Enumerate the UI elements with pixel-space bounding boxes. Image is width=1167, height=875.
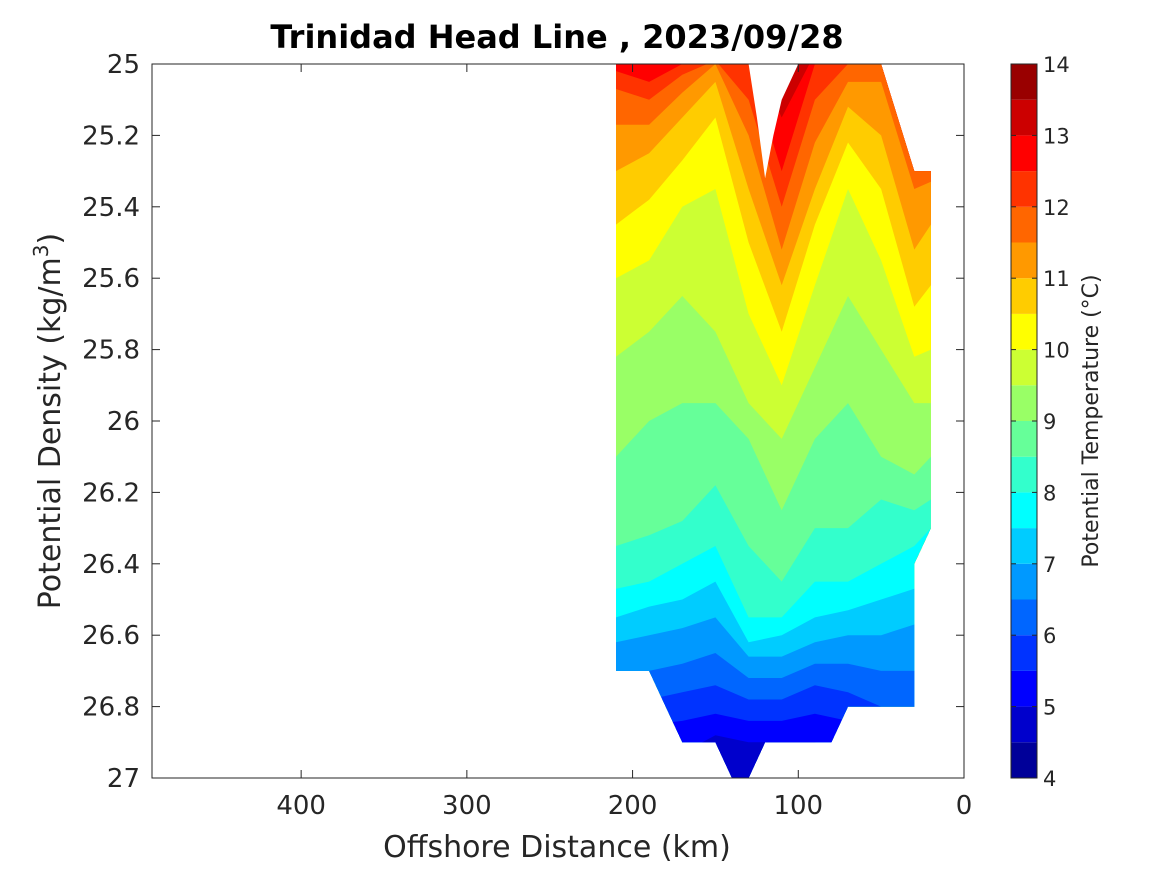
y-tick-label: 27 bbox=[107, 764, 140, 794]
colorbar-segment bbox=[1011, 99, 1037, 136]
y-tick-label: 26.4 bbox=[82, 550, 140, 580]
x-axis-ticks: 400 300 200 100 0 bbox=[276, 64, 972, 821]
colorbar-label: Potential Temperature (°C) bbox=[1079, 274, 1104, 567]
colorbar-segment bbox=[1011, 456, 1037, 493]
x-axis-label: Offshore Distance (km) bbox=[383, 830, 731, 865]
colorbar-tick-label: 9 bbox=[1043, 410, 1056, 434]
y-axis-label-main: Potential Density (kg/m bbox=[33, 257, 68, 609]
colorbar-segment bbox=[1011, 171, 1037, 207]
colorbar-segment bbox=[1011, 670, 1037, 707]
x-tick-label: 300 bbox=[442, 791, 492, 821]
colorbar-segment bbox=[1011, 242, 1037, 279]
colorbar: 4 5 6 7 8 9 10 11 12 13 14 bbox=[1010, 53, 1070, 791]
y-tick-label: 25.2 bbox=[82, 121, 140, 151]
y-axis-label: Potential Density (kg/m3) bbox=[29, 233, 68, 609]
colorbar-tick-label: 12 bbox=[1043, 196, 1070, 220]
colorbar-segment bbox=[1011, 563, 1037, 600]
colorbar-segment bbox=[1011, 135, 1037, 172]
colorbar-segment bbox=[1011, 206, 1037, 243]
colorbar-tick-label: 6 bbox=[1043, 624, 1056, 648]
colorbar-segment bbox=[1011, 706, 1037, 743]
y-tick-label: 25.8 bbox=[82, 336, 140, 366]
x-tick-label: 400 bbox=[276, 791, 326, 821]
colorbar-segment bbox=[1011, 385, 1037, 421]
colorbar-tick-label: 7 bbox=[1043, 553, 1056, 577]
y-tick-label: 25.6 bbox=[82, 264, 140, 294]
colorbar-segment bbox=[1011, 64, 1037, 100]
colorbar-segment bbox=[1011, 349, 1037, 386]
colorbar-segment bbox=[1011, 528, 1037, 564]
colorbar-segment bbox=[1011, 313, 1037, 350]
colorbar-segment bbox=[1011, 599, 1037, 636]
x-tick-label: 200 bbox=[608, 791, 658, 821]
y-tick-label: 26.8 bbox=[82, 693, 140, 723]
y-tick-label: 26.2 bbox=[82, 478, 140, 508]
no-data-mask bbox=[748, 64, 799, 179]
colorbar-tick-label: 4 bbox=[1043, 767, 1056, 791]
y-tick-label: 26 bbox=[107, 407, 140, 437]
colorbar-segment bbox=[1011, 421, 1037, 457]
colorbar-segment bbox=[1011, 635, 1037, 671]
colorbar-tick-label: 11 bbox=[1043, 267, 1070, 291]
colorbar-tick-label: 13 bbox=[1043, 124, 1070, 148]
y-tick-label: 25.4 bbox=[82, 193, 140, 223]
y-tick-label: 25 bbox=[107, 50, 140, 80]
y-axis-label-sup: 3 bbox=[29, 244, 53, 257]
colorbar-tick-label: 14 bbox=[1043, 53, 1070, 77]
colorbar-tick-label: 10 bbox=[1043, 339, 1070, 363]
plot-area: 400 300 200 100 0 25 25.2 25.4 25.6 25.8 26 26.2 26… bbox=[82, 50, 972, 821]
contour-fills bbox=[616, 64, 931, 778]
colorbar-segment bbox=[1011, 278, 1037, 314]
x-tick-label: 100 bbox=[773, 791, 823, 821]
x-tick-label: 0 bbox=[956, 791, 973, 821]
colorbar-segment bbox=[1011, 742, 1037, 778]
colorbar-segment bbox=[1011, 492, 1037, 529]
y-tick-label: 26.6 bbox=[82, 621, 140, 651]
colorbar-tick-label: 8 bbox=[1043, 481, 1056, 505]
y-axis-ticks: 25 25.2 25.4 25.6 25.8 26 26.2 26.4 26.6 26.8 27 bbox=[82, 50, 964, 794]
y-axis-label-end: ) bbox=[33, 233, 68, 245]
colorbar-tick-label: 5 bbox=[1043, 696, 1056, 720]
chart-title: Trinidad Head Line , 2023/09/28 bbox=[270, 18, 843, 56]
